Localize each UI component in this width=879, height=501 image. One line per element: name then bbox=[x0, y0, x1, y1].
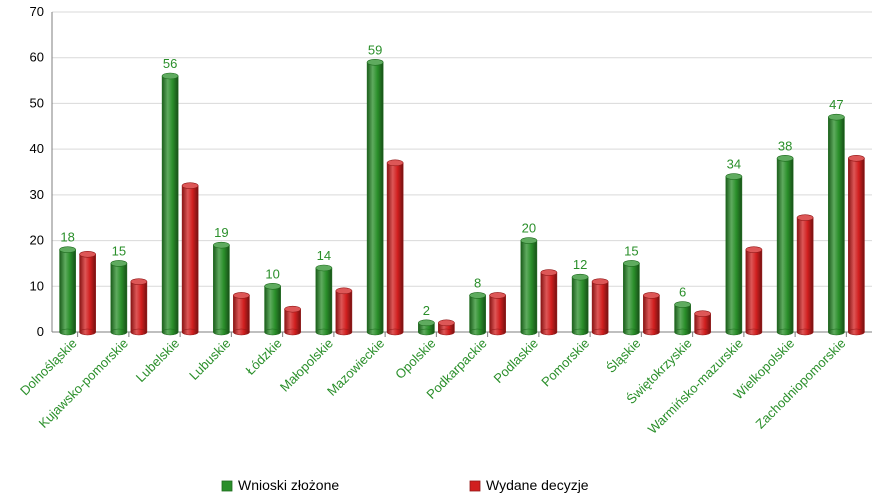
bar-value-label: 15 bbox=[112, 243, 126, 258]
bar-decyzje bbox=[131, 279, 147, 335]
legend-label: Wnioski złożone bbox=[238, 477, 339, 493]
bar-value-label: 8 bbox=[474, 275, 481, 290]
bar-wnioski bbox=[572, 274, 588, 335]
voivodeship-bar-chart: 0102030405060701815561910145928201215634… bbox=[0, 0, 879, 501]
bar-value-label: 59 bbox=[368, 42, 382, 57]
bar-wnioski bbox=[367, 59, 383, 335]
bar-decyzje bbox=[848, 155, 864, 335]
bar-value-label: 10 bbox=[265, 266, 279, 281]
bar-value-label: 12 bbox=[573, 257, 587, 272]
bar-decyzje bbox=[746, 247, 762, 335]
bar-decyzje bbox=[387, 160, 403, 335]
legend-marker bbox=[222, 481, 232, 491]
bar-wnioski bbox=[162, 73, 178, 335]
legend-label: Wydane decyzje bbox=[486, 477, 589, 493]
bar-wnioski bbox=[521, 238, 537, 335]
bar-wnioski bbox=[623, 260, 639, 335]
bar-decyzje bbox=[182, 183, 198, 335]
bar-decyzje bbox=[695, 311, 711, 335]
bar-wnioski bbox=[675, 302, 691, 335]
y-tick-label: 70 bbox=[30, 4, 44, 19]
bar-value-label: 2 bbox=[423, 303, 430, 318]
bar-value-label: 18 bbox=[60, 230, 74, 245]
bar-value-label: 38 bbox=[778, 138, 792, 153]
bar-wnioski bbox=[418, 320, 434, 335]
bar-decyzje bbox=[490, 292, 506, 335]
bar-value-label: 15 bbox=[624, 243, 638, 258]
bar-value-label: 14 bbox=[317, 248, 331, 263]
bar-decyzje bbox=[592, 279, 608, 335]
bar-decyzje bbox=[541, 270, 557, 335]
bar-value-label: 47 bbox=[829, 97, 843, 112]
bar-wnioski bbox=[828, 114, 844, 335]
bar-wnioski bbox=[316, 265, 332, 335]
bar-value-label: 6 bbox=[679, 285, 686, 300]
y-tick-label: 40 bbox=[30, 141, 44, 156]
bar-wnioski bbox=[213, 242, 229, 335]
bar-decyzje bbox=[643, 292, 659, 335]
bar-wnioski bbox=[265, 283, 281, 335]
bar-value-label: 20 bbox=[522, 221, 536, 236]
y-tick-label: 60 bbox=[30, 50, 44, 65]
legend-marker bbox=[470, 481, 480, 491]
y-tick-label: 30 bbox=[30, 187, 44, 202]
bar-wnioski bbox=[777, 155, 793, 335]
bar-value-label: 34 bbox=[727, 157, 741, 172]
y-tick-label: 0 bbox=[37, 324, 44, 339]
bar-wnioski bbox=[726, 174, 742, 335]
y-tick-label: 50 bbox=[30, 95, 44, 110]
chart-svg: 0102030405060701815561910145928201215634… bbox=[0, 0, 879, 501]
bar-decyzje bbox=[438, 320, 454, 335]
y-tick-label: 10 bbox=[30, 278, 44, 293]
bar-value-label: 19 bbox=[214, 225, 228, 240]
bar-decyzje bbox=[285, 306, 301, 335]
bar-decyzje bbox=[233, 292, 249, 335]
bar-wnioski bbox=[470, 292, 486, 335]
y-tick-label: 20 bbox=[30, 233, 44, 248]
bar-decyzje bbox=[80, 251, 96, 335]
bar-value-label: 56 bbox=[163, 56, 177, 71]
bar-decyzje bbox=[797, 215, 813, 335]
bar-decyzje bbox=[336, 288, 352, 335]
bar-wnioski bbox=[111, 260, 127, 335]
bar-wnioski bbox=[60, 247, 76, 335]
